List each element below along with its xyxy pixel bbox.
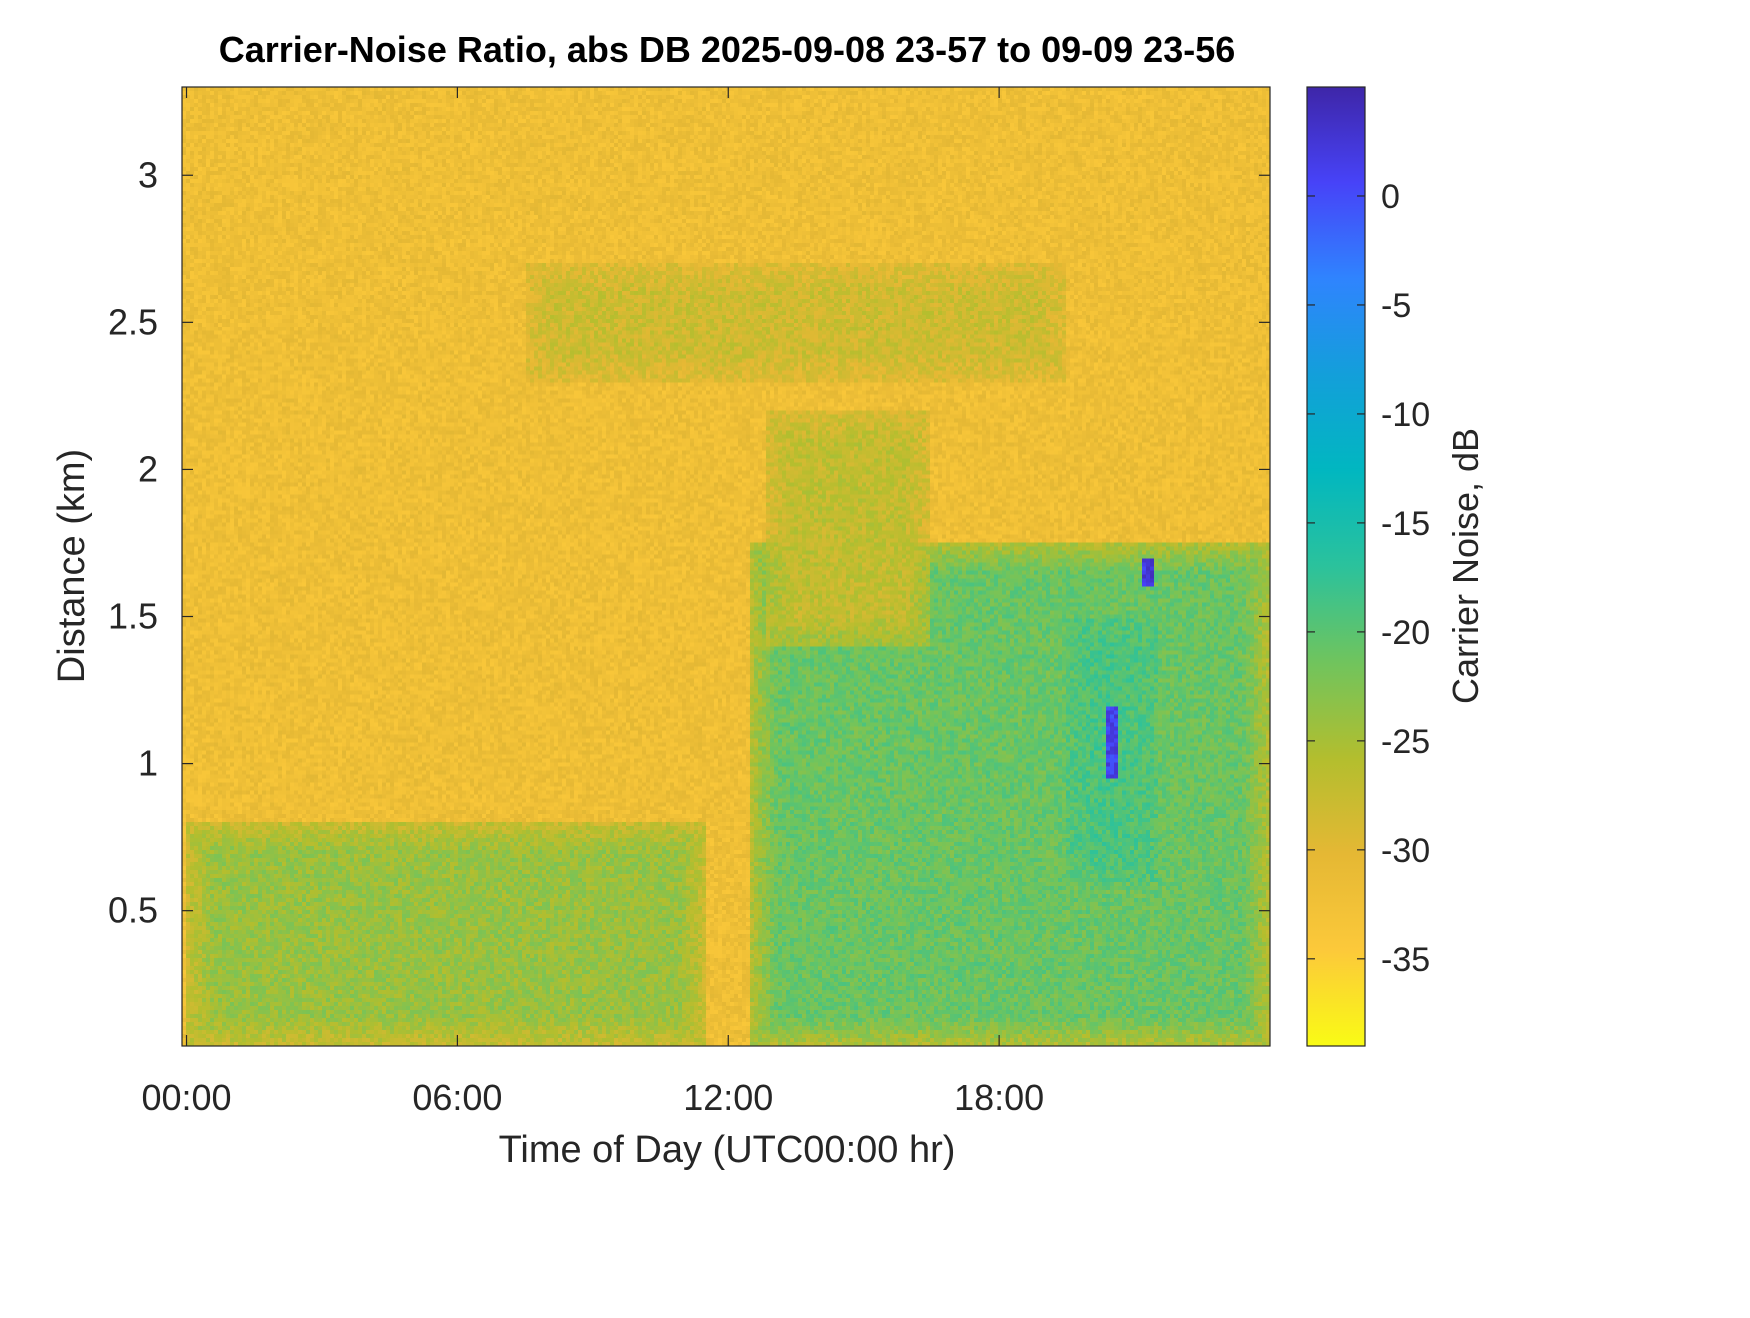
y-tick-label: 3	[138, 154, 158, 195]
x-tick-label: 06:00	[412, 1077, 502, 1118]
x-tick-label: 18:00	[954, 1077, 1044, 1118]
colorbar-ticks: 0 -5 -10 -15 -20 -25 -30 -35	[1307, 178, 1430, 979]
x-tick-label: 12:00	[683, 1077, 773, 1118]
colorbar-tick-label: -10	[1381, 396, 1430, 434]
x-axis: 00:00 06:00 12:00 18:00	[141, 87, 1044, 1118]
x-tick-label: 00:00	[141, 1077, 231, 1118]
colorbar-tick-label: -15	[1381, 505, 1430, 543]
y-tick-label: 2.5	[108, 301, 158, 342]
y-axis: 0.5 1 1.5 2 2.5 3	[108, 154, 1270, 931]
colorbar-label: Carrier Noise, dB	[1445, 428, 1486, 704]
x-axis-label: Time of Day (UTC00:00 hr)	[499, 1129, 956, 1171]
colorbar-tick-label: -20	[1381, 614, 1430, 652]
y-axis-label: Distance (km)	[51, 449, 93, 683]
colorbar-tick-label: -30	[1381, 832, 1430, 870]
colorbar-tick-label: -25	[1381, 723, 1430, 761]
colorbar-tick-label: -5	[1381, 287, 1411, 325]
chart-title: Carrier-Noise Ratio, abs DB 2025-09-08 2…	[219, 29, 1236, 70]
plot-frame	[181, 86, 1271, 1047]
heatmap-plot-area	[182, 87, 1270, 1046]
y-tick-label: 0.5	[108, 890, 158, 931]
heatmap-cells	[182, 87, 1270, 1046]
colorbar: 0 -5 -10 -15 -20 -25 -30 -35 Carrier Noise, dB	[1306, 86, 1486, 1047]
y-tick-label: 2	[138, 448, 158, 489]
y-tick-label: 1	[138, 743, 158, 784]
colorbar-tick-label: -35	[1381, 941, 1430, 979]
y-tick-label: 1.5	[108, 596, 158, 637]
colorbar-tick-label: 0	[1381, 178, 1400, 216]
colorbar-gradient	[1306, 86, 1366, 1047]
